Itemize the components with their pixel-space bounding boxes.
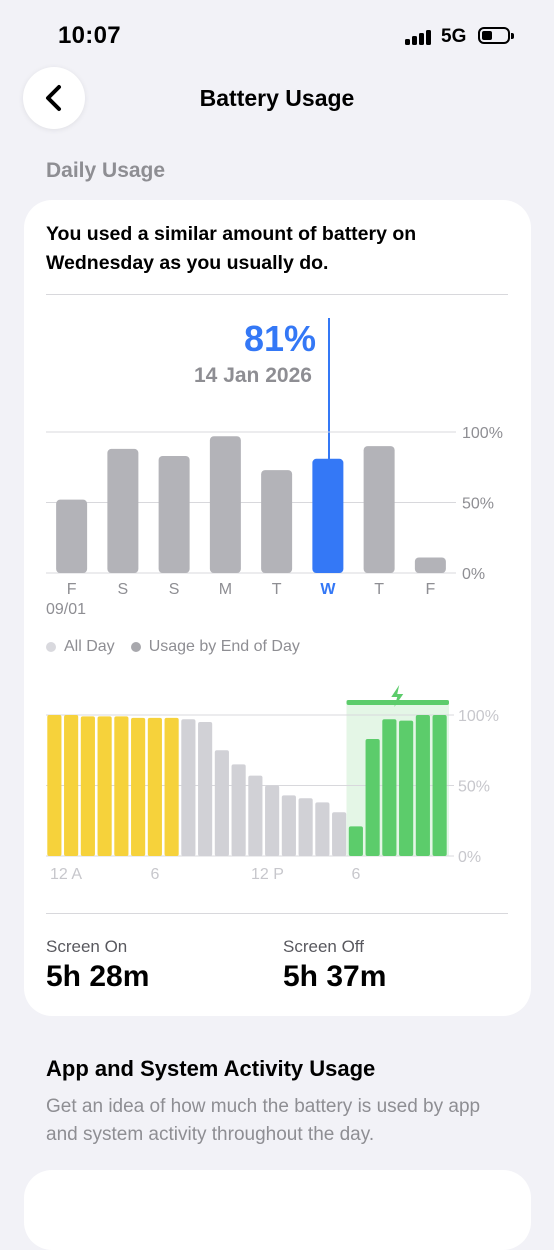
hourly-bar (348, 826, 363, 856)
network-type: 5G (441, 26, 467, 47)
x-tick-label: 12 A (50, 866, 82, 883)
hourly-bar (248, 775, 263, 856)
daily-bar (56, 499, 88, 573)
activity-section-description: Get an idea of how much the battery is u… (46, 1096, 481, 1145)
hourly-bar (365, 738, 380, 856)
divider (46, 294, 508, 295)
chevron-left-icon (46, 85, 61, 111)
x-tick-label: 6 (352, 866, 361, 883)
x-tick-label: 6 (151, 866, 160, 883)
x-tick-label: F (67, 581, 77, 598)
back-button[interactable] (23, 67, 85, 129)
bolt-icon (391, 685, 404, 707)
hourly-bar (332, 812, 347, 856)
screen-off-value: 5h 37m (283, 960, 387, 993)
hourly-bar (198, 722, 213, 856)
page-title: Battery Usage (199, 85, 355, 111)
legend-item-all-day: All Day (46, 638, 115, 656)
hourly-bar (64, 715, 79, 856)
y-tick-label: 0% (462, 566, 485, 583)
hourly-bar (315, 802, 330, 856)
daily-bar (261, 470, 293, 573)
hourly-bar (114, 716, 129, 856)
hourly-bar (97, 716, 112, 856)
divider (46, 913, 508, 914)
y-tick-label: 100% (458, 708, 499, 725)
x-tick-label: 12 P (251, 866, 284, 883)
y-tick-label: 50% (462, 496, 494, 513)
daily-bar (363, 446, 395, 573)
legend-swatch (46, 642, 56, 652)
hourly-bar (432, 715, 447, 856)
selection-indicator (328, 318, 330, 460)
hourly-bar (181, 719, 196, 856)
hourly-bar (231, 764, 246, 856)
legend-swatch (130, 642, 141, 652)
section-label-daily-usage: Daily Usage (46, 159, 166, 182)
signal-icon (405, 29, 435, 45)
activity-section-title: App and System Activity Usage (46, 1056, 376, 1081)
hourly-bar (80, 716, 95, 856)
x-tick-label: S (169, 581, 180, 598)
hourly-bar (147, 717, 162, 856)
hourly-bar (415, 715, 430, 856)
status-time: 10:07 (58, 22, 121, 49)
hourly-bar (281, 795, 296, 856)
screen-on-label: Screen On (46, 937, 128, 956)
status-bar: 10:07 5G (0, 0, 554, 70)
charging-indicator (346, 700, 449, 705)
daily-bar (312, 458, 344, 573)
hourly-bar (298, 798, 313, 856)
x-tick-label: F (425, 581, 435, 598)
legend-item-end-of-day: Usage by End of Day (130, 638, 300, 656)
y-tick-label: 50% (458, 779, 490, 796)
hourly-bar (265, 785, 280, 856)
battery-icon (478, 27, 514, 44)
charging-zone (346, 700, 449, 856)
x-tick-label: W (320, 581, 336, 598)
hourly-bar (399, 720, 414, 856)
daily-bar (209, 436, 241, 573)
x-date-label: 09/01 (46, 601, 86, 618)
screen-off-label: Screen Off (283, 937, 364, 956)
daily-bar (107, 448, 139, 573)
hourly-bar (47, 715, 62, 856)
screen-on-value: 5h 28m (46, 960, 150, 993)
daily-bar (414, 557, 446, 573)
hourly-bar (382, 719, 397, 856)
x-tick-label: M (219, 581, 232, 598)
x-tick-label: T (272, 581, 282, 598)
x-tick-label: T (374, 581, 384, 598)
y-tick-label: 0% (458, 849, 481, 866)
daily-bar (158, 455, 190, 573)
hourly-bar (214, 750, 229, 856)
chart-legend: All Day Usage by End of Day (46, 638, 316, 656)
hourly-bar (164, 717, 179, 856)
selected-day-date: 14 Jan 2026 (194, 364, 312, 387)
battery-charts: 100% 50% 0% F S S M T W T F 09/01 100% 50% 0% 12 A 6 12 P… (46, 425, 503, 883)
activity-card[interactable] (24, 1170, 531, 1250)
daily-usage-card: You used a similar amount of battery on … (24, 200, 531, 1016)
x-tick-label: S (118, 581, 129, 598)
hourly-bar (131, 717, 146, 856)
usage-insight: You used a similar amount of battery on … (46, 223, 417, 274)
selected-day-value: 81% (244, 318, 317, 359)
y-tick-label: 100% (462, 425, 503, 442)
